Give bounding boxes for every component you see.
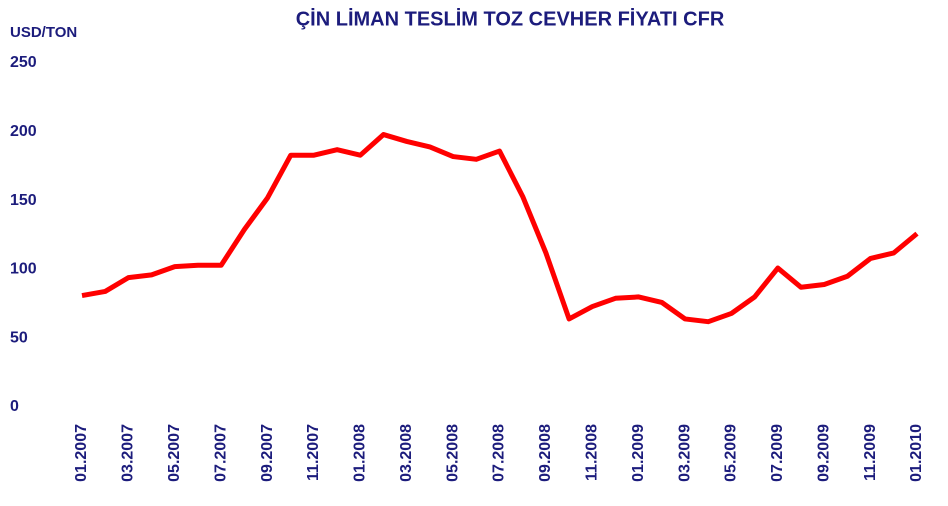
- x-tick-label: 03.2007: [120, 424, 137, 482]
- x-tick-label: 01.2007: [73, 424, 90, 482]
- x-tick-label: 07.2009: [769, 424, 786, 482]
- y-tick-label: 150: [10, 192, 37, 209]
- chart-title: ÇİN LİMAN TESLİM TOZ CEVHER FİYATI CFR: [296, 7, 725, 30]
- y-tick-label: 250: [10, 54, 37, 71]
- y-tick-label: 0: [10, 398, 19, 415]
- y-axis-label: USD/TON: [10, 24, 77, 41]
- x-tick-label: 07.2008: [491, 424, 508, 482]
- y-tick-label: 200: [10, 123, 37, 140]
- x-tick-label: 05.2009: [723, 424, 740, 482]
- x-tick-label: 07.2007: [212, 424, 229, 482]
- x-tick-label: 05.2007: [166, 424, 183, 482]
- x-tick-label: 09.2009: [815, 424, 832, 482]
- x-tick-label: 09.2007: [259, 424, 276, 482]
- line: [81, 132, 919, 325]
- y-tick-label: 100: [10, 261, 37, 278]
- x-tick-label: 09.2008: [537, 424, 554, 482]
- x-tick-label: 05.2008: [444, 424, 461, 482]
- x-tick-label: 01.2009: [630, 424, 647, 482]
- x-tick-label: 03.2008: [398, 424, 415, 482]
- x-tick-label: 11.2007: [305, 424, 322, 481]
- x-tick-label: 03.2009: [676, 424, 693, 482]
- y-tick-label: 50: [10, 329, 28, 346]
- x-tick-label: 01.2010: [908, 424, 925, 482]
- x-tick-label: 11.2008: [583, 424, 600, 481]
- x-tick-label: 11.2009: [862, 424, 879, 481]
- x-tick-label: 01.2008: [352, 424, 369, 482]
